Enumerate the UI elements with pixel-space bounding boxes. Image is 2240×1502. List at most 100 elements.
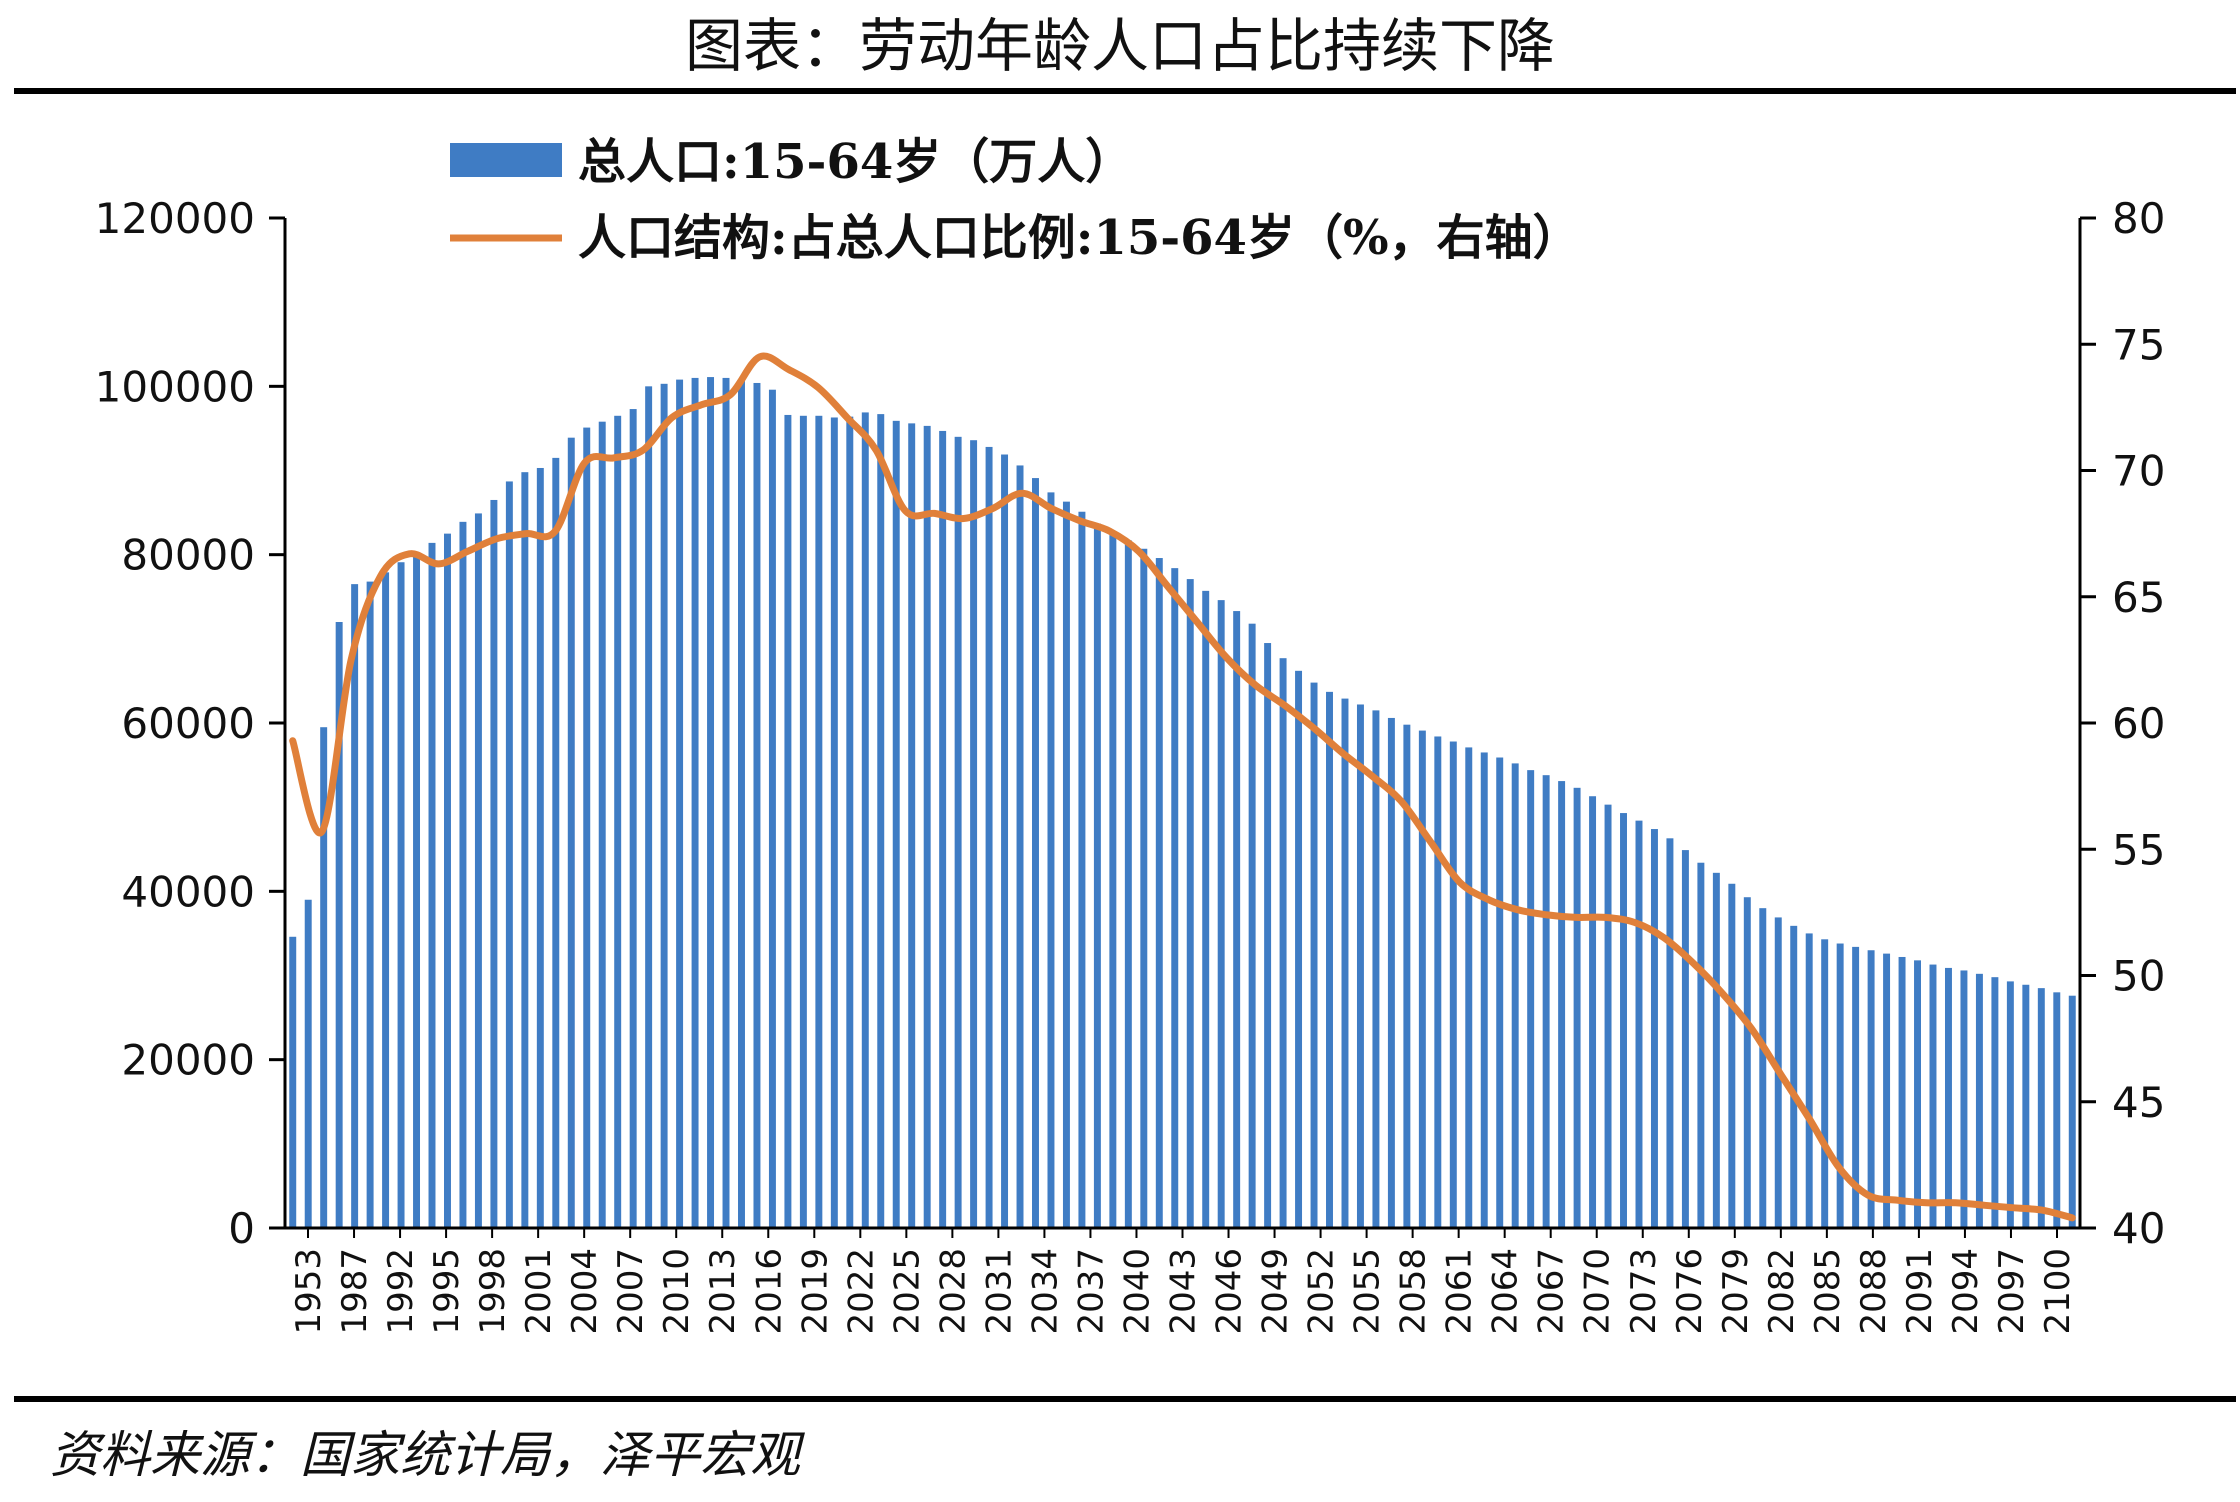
bar	[428, 542, 436, 1228]
bar	[1032, 478, 1039, 1228]
bar	[366, 581, 374, 1228]
bar	[908, 423, 916, 1228]
bar	[1681, 850, 1689, 1228]
y-tick-label-right: 60	[2112, 699, 2165, 748]
bar	[753, 382, 761, 1229]
bar	[1883, 953, 1891, 1228]
y-tick-label-left: 0	[228, 1204, 255, 1253]
bar	[1852, 946, 1860, 1228]
bar	[413, 554, 421, 1228]
bar	[830, 417, 838, 1229]
bar	[815, 415, 823, 1228]
bar	[459, 521, 467, 1228]
x-tick-label: 1953	[289, 1248, 329, 1335]
bar	[1975, 973, 1983, 1228]
bar	[861, 412, 869, 1228]
x-tick-label: 2091	[1900, 1248, 1940, 1335]
bar	[939, 430, 947, 1228]
bar	[1465, 747, 1473, 1228]
x-tick-label: 2079	[1716, 1248, 1756, 1335]
x-tick-label: 2052	[1302, 1248, 1342, 1335]
bar	[567, 437, 575, 1228]
bar	[1759, 908, 1767, 1228]
bar	[846, 416, 854, 1228]
y-tick-label-right: 65	[2112, 573, 2165, 622]
x-tick-label: 1992	[381, 1248, 421, 1335]
bar	[1960, 970, 1968, 1228]
x-tick-label: 2088	[1854, 1248, 1894, 1335]
bar	[335, 622, 343, 1228]
x-tick-label: 2061	[1440, 1248, 1480, 1335]
bar	[583, 427, 591, 1229]
bar	[2053, 992, 2061, 1228]
bar	[490, 499, 498, 1229]
bar	[799, 415, 807, 1228]
x-tick-label: 2097	[1992, 1248, 2032, 1335]
x-tick-label: 2094	[1946, 1248, 1986, 1335]
y-tick-label-right: 45	[2112, 1078, 2165, 1127]
bar	[629, 409, 637, 1228]
bar	[1155, 558, 1163, 1228]
bar	[1418, 730, 1426, 1228]
x-tick-label: 2100	[2038, 1248, 2078, 1335]
y-tick-label-left: 80000	[121, 531, 255, 580]
y-tick-label-right: 50	[2112, 952, 2165, 1001]
bar	[1109, 534, 1117, 1228]
bar	[1480, 752, 1488, 1228]
bar	[1233, 611, 1241, 1228]
bar	[536, 467, 544, 1229]
bar	[1202, 590, 1210, 1228]
bar	[722, 377, 730, 1228]
bar	[1697, 862, 1705, 1228]
bar	[1295, 670, 1303, 1228]
bar	[1047, 492, 1055, 1228]
bar	[289, 936, 297, 1228]
top-rule	[14, 88, 2236, 94]
bar	[1248, 623, 1256, 1228]
bar	[970, 440, 978, 1228]
bar	[1650, 829, 1658, 1228]
bar	[1124, 540, 1132, 1228]
bar	[2006, 981, 2014, 1228]
bar	[1434, 736, 1442, 1228]
bar	[1016, 465, 1024, 1228]
x-tick-label: 2013	[703, 1248, 743, 1335]
axes: 0 20000 40000 60000 80000 100000 120000 40 45 50 5…	[95, 194, 2166, 1335]
x-tick-label: 2070	[1578, 1248, 1618, 1335]
bar	[1944, 967, 1952, 1228]
x-tick-label: 2055	[1348, 1248, 1388, 1335]
bar	[552, 457, 560, 1229]
x-tick-label: 2043	[1164, 1248, 1204, 1335]
x-tick-label: 2016	[749, 1248, 789, 1335]
bar	[614, 415, 622, 1228]
bar-series	[289, 377, 2076, 1229]
bar	[1914, 960, 1921, 1228]
bar	[738, 379, 745, 1229]
source-note: 资料来源：国家统计局，泽平宏观	[50, 1426, 800, 1484]
bar	[1186, 579, 1194, 1228]
x-tick-label: 1995	[427, 1248, 467, 1335]
bar	[1062, 501, 1070, 1228]
bar	[2022, 984, 2030, 1228]
x-tick-label: 2019	[795, 1248, 835, 1335]
bar	[1542, 775, 1550, 1228]
y-tick-label-left: 120000	[95, 194, 255, 243]
legend-bar-label: 总人口:15-64岁（万人）	[578, 134, 1133, 190]
bar	[2068, 995, 2076, 1228]
x-tick-label: 2007	[611, 1248, 651, 1335]
bar	[1712, 872, 1720, 1228]
bar	[784, 414, 792, 1228]
bar	[1372, 710, 1380, 1229]
bar	[1171, 568, 1179, 1228]
y-tick-label-left: 60000	[121, 699, 255, 748]
line-path	[289, 352, 2076, 1222]
line-series	[289, 352, 2076, 1222]
x-tick-label: 2085	[1808, 1248, 1848, 1335]
chart-title: 图表：劳动年龄人口占比持续下降	[684, 12, 1555, 80]
y-tick-label-right: 40	[2112, 1204, 2165, 1253]
bar	[1527, 770, 1535, 1228]
bar	[1573, 787, 1581, 1228]
bar	[1078, 511, 1086, 1228]
bar	[1805, 933, 1813, 1228]
